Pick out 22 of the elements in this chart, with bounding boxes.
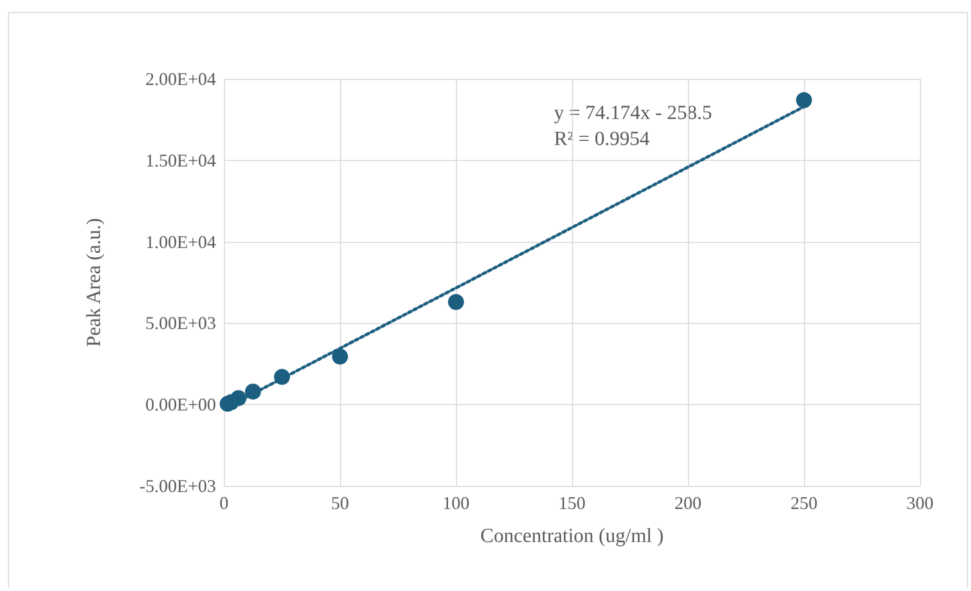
point <box>245 384 261 400</box>
y-tick-label: 1.50E+04 <box>145 150 216 170</box>
point <box>332 348 348 365</box>
y-tick-label: 2.00E+04 <box>145 69 216 89</box>
point <box>230 390 246 406</box>
y-tick-label: 5.00E+03 <box>145 313 216 334</box>
annotation: R² = 0.9954 <box>554 128 650 150</box>
x-tick-label: 100 <box>442 493 470 513</box>
y-tick-label: 0.00E+00 <box>145 394 216 415</box>
point <box>796 92 812 108</box>
point <box>448 294 464 310</box>
x-tick-label: 200 <box>674 493 702 513</box>
x-tick-label: 300 <box>906 493 934 513</box>
point <box>274 368 290 385</box>
y-axis-title: Peak Area (a.u.) <box>83 218 105 347</box>
x-axis-title: Concentration (ug/ml ) <box>480 525 664 547</box>
x-tick-label: 0 <box>220 493 228 513</box>
y-tick-label: 1.00E+04 <box>145 232 216 252</box>
x-tick-label: 150 <box>558 493 586 513</box>
x-tick-label: 50 <box>331 493 349 513</box>
x-tick-label: 250 <box>790 493 818 513</box>
y-tick-label: -5.00E+03 <box>139 476 216 496</box>
